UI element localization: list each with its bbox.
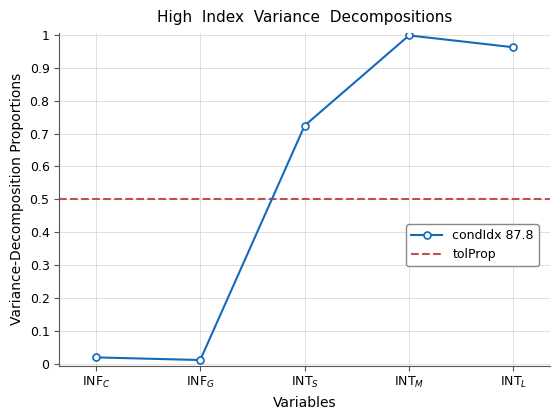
- condIdx 87.8: [197, 357, 204, 362]
- tolProp: [197, 197, 204, 202]
- Y-axis label: Variance-Decomposition Proportions: Variance-Decomposition Proportions: [10, 73, 24, 326]
- Legend: condIdx 87.8, tolProp: condIdx 87.8, tolProp: [406, 224, 539, 266]
- condIdx 87.8: [92, 355, 99, 360]
- tolProp: [92, 197, 99, 202]
- Line: condIdx 87.8: condIdx 87.8: [92, 32, 517, 363]
- condIdx 87.8: [405, 33, 412, 38]
- condIdx 87.8: [510, 45, 517, 50]
- Title: High  Index  Variance  Decompositions: High Index Variance Decompositions: [157, 10, 452, 25]
- X-axis label: Variables: Variables: [273, 396, 337, 410]
- condIdx 87.8: [301, 123, 308, 128]
